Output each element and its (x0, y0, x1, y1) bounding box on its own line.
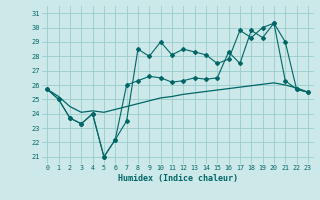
X-axis label: Humidex (Indice chaleur): Humidex (Indice chaleur) (118, 174, 237, 183)
